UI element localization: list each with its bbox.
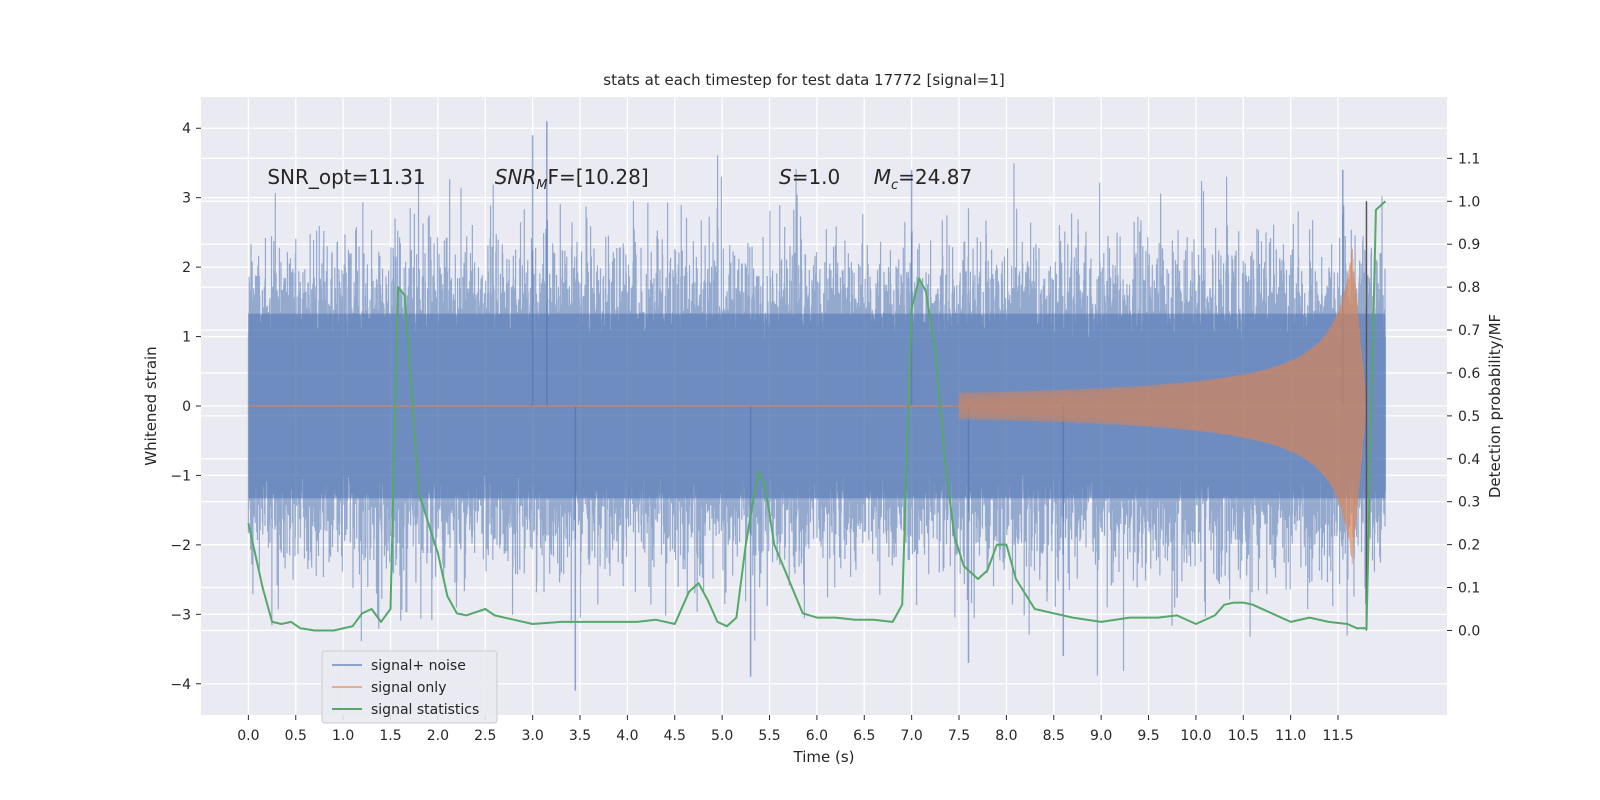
x-tick-label: 7.5 — [948, 728, 970, 744]
y2-tick-label: 0.9 — [1458, 237, 1480, 253]
y-tick-label: 3 — [182, 191, 191, 207]
series-signal-statistics — [247, 200, 1387, 632]
y-tick-label: 2 — [182, 260, 191, 276]
annotation-snr-mf: SNRMF=[10.28] — [495, 165, 649, 193]
right-y-axis-ticks: 0.0 0.1 0.2 0.3 0.4 0.5 0.6 0.7 0.8 0.9 1.0 1.1 — [1447, 151, 1480, 639]
y2-tick-label: 0.6 — [1458, 366, 1480, 382]
x-tick-label: 3.0 — [522, 728, 544, 744]
x-tick-label: 2.5 — [474, 728, 496, 744]
y-tick-label: 4 — [182, 121, 191, 137]
y-tick-label: −3 — [170, 607, 191, 623]
y-axis-ticks: −4 −3 −2 −1 0 1 2 3 4 — [170, 121, 201, 693]
x-tick-label: 4.5 — [664, 728, 686, 744]
annotations: SNR_opt=11.31 SNRMF=[10.28] S=1.0 Mc=24.87 — [267, 165, 972, 193]
y-tick-label: −1 — [170, 468, 191, 484]
y2-tick-label: 0.7 — [1458, 323, 1480, 339]
x-tick-label: 9.0 — [1090, 728, 1112, 744]
y2-tick-label: 0.8 — [1458, 280, 1480, 296]
x-tick-label: 11.5 — [1322, 728, 1353, 744]
x-tick-label: 8.5 — [1043, 728, 1065, 744]
x-tick-label: 0.0 — [237, 728, 259, 744]
legend-box — [321, 650, 498, 724]
y2-tick-label: 1.0 — [1458, 194, 1480, 210]
x-tick-label: 6.5 — [853, 728, 875, 744]
x-tick-label: 0.5 — [285, 728, 307, 744]
x-tick-label: 6.0 — [806, 728, 828, 744]
x-tick-label: 5.5 — [758, 728, 780, 744]
x-tick-label: 1.0 — [332, 728, 354, 744]
y-tick-label: −4 — [170, 677, 191, 693]
y2-tick-label: 1.1 — [1458, 151, 1480, 167]
x-tick-label: 1.5 — [379, 728, 401, 744]
y2-tick-label: 0.4 — [1458, 452, 1480, 468]
annotation-mc-value: Mc=24.87 — [874, 165, 972, 193]
y-tick-label: −2 — [170, 538, 191, 554]
x-tick-label: 10.5 — [1228, 728, 1259, 744]
y-tick-label: 1 — [182, 330, 191, 346]
legend-label: signal statistics — [371, 702, 479, 718]
y2-tick-label: 0.5 — [1458, 409, 1480, 425]
legend-label: signal+ noise — [371, 658, 466, 674]
x-axis-label: Time (s) — [793, 748, 855, 766]
signal-chirp — [958, 249, 1367, 564]
x-tick-label: 2.0 — [427, 728, 449, 744]
y2-tick-label: 0.3 — [1458, 495, 1480, 511]
y-tick-label: 0 — [182, 399, 191, 415]
x-tick-label: 3.5 — [569, 728, 591, 744]
y2-tick-label: 0.0 — [1458, 623, 1480, 639]
y-axis-label: Whitened strain — [142, 346, 160, 465]
x-tick-label: 5.0 — [711, 728, 733, 744]
x-tick-label: 8.0 — [995, 728, 1017, 744]
x-tick-label: 4.0 — [616, 728, 638, 744]
legend: signal+ noise signal only signal statistic… — [321, 650, 498, 724]
noise-spikes — [531, 121, 1344, 691]
series-signal-only — [248, 249, 1367, 564]
y2-tick-label: 0.2 — [1458, 538, 1480, 554]
x-tick-label: 11.0 — [1275, 728, 1306, 744]
right-y-axis-label: Detection probability/MF — [1486, 314, 1504, 498]
x-tick-label: 7.0 — [901, 728, 923, 744]
annotation-snr-opt: SNR_opt=11.31 — [267, 165, 425, 189]
x-axis-ticks: 0.0 0.5 1.0 1.5 2.0 2.5 3.0 3.5 4.0 4.5 5.0 5.5 6.0 6… — [237, 715, 1354, 744]
legend-label: signal only — [371, 680, 446, 696]
y2-tick-label: 0.1 — [1458, 581, 1480, 597]
chart-title: stats at each timestep for test data 177… — [603, 71, 1004, 89]
stats-line — [247, 200, 1387, 632]
annotation-s-value: S=1.0 — [779, 165, 840, 189]
x-tick-label: 10.0 — [1180, 728, 1211, 744]
x-tick-label: 9.5 — [1137, 728, 1159, 744]
